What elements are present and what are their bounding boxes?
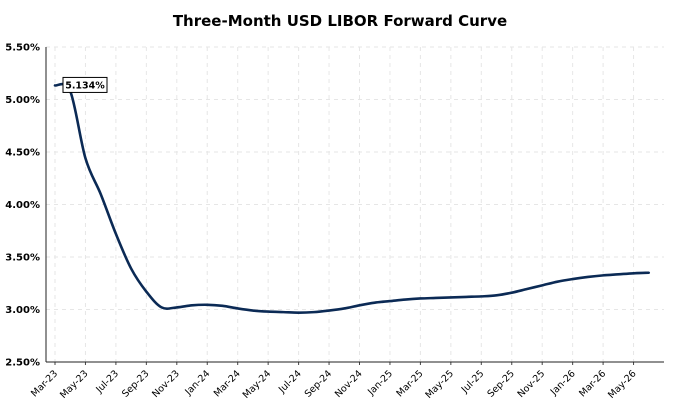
x-tick-label: Jan-24 (183, 368, 213, 398)
x-tick-label: Jan-25 (365, 368, 395, 398)
chart-title: Three-Month USD LIBOR Forward Curve (173, 12, 507, 30)
x-tick-label: Mar-23 (29, 368, 60, 399)
grid-lines (46, 46, 664, 363)
x-tick-label: Nov-23 (150, 368, 182, 400)
x-tick-label: May-24 (241, 368, 274, 401)
y-tick-label: 3.50% (5, 253, 40, 264)
y-tick-label: 2.50% (5, 358, 40, 369)
x-tick-label: Jul-25 (459, 368, 487, 396)
x-tick-label: Mar-25 (395, 368, 426, 399)
y-tick-label: 4.50% (5, 148, 40, 159)
y-tick-label: 4.00% (5, 200, 40, 211)
x-tick-label: Jul-23 (93, 368, 121, 396)
x-tick-label: Nov-25 (516, 368, 548, 400)
x-tick-label: May-26 (606, 368, 639, 401)
x-tick-label: Sep-23 (120, 368, 151, 399)
y-tick-label: 3.00% (5, 305, 40, 316)
x-tick-label: Mar-26 (577, 368, 608, 399)
x-tick-label: Nov-24 (333, 368, 365, 400)
axes (45, 47, 664, 365)
y-tick-label: 5.00% (5, 95, 40, 106)
series-layer (53, 82, 651, 314)
x-tick-label: Sep-24 (303, 368, 334, 399)
annotation-layer: 5.134% (62, 76, 108, 93)
y-tick-label: 5.50% (5, 43, 40, 54)
y-tick-labels: 2.50% 3.00% 3.50% 4.00% 4.50% 5.00% 5.50% (5, 43, 40, 369)
x-tick-label: May-23 (58, 368, 91, 401)
annotation-label: 5.134% (65, 80, 105, 91)
series-line (53, 82, 651, 314)
x-tick-label: Mar-24 (212, 368, 243, 399)
annotation-box (62, 76, 108, 93)
x-tick-label: Sep-25 (485, 368, 516, 399)
x-tick-label: Jul-24 (276, 368, 304, 396)
x-tick-label: Jan-26 (548, 368, 578, 398)
x-tick-label: May-25 (423, 368, 456, 401)
